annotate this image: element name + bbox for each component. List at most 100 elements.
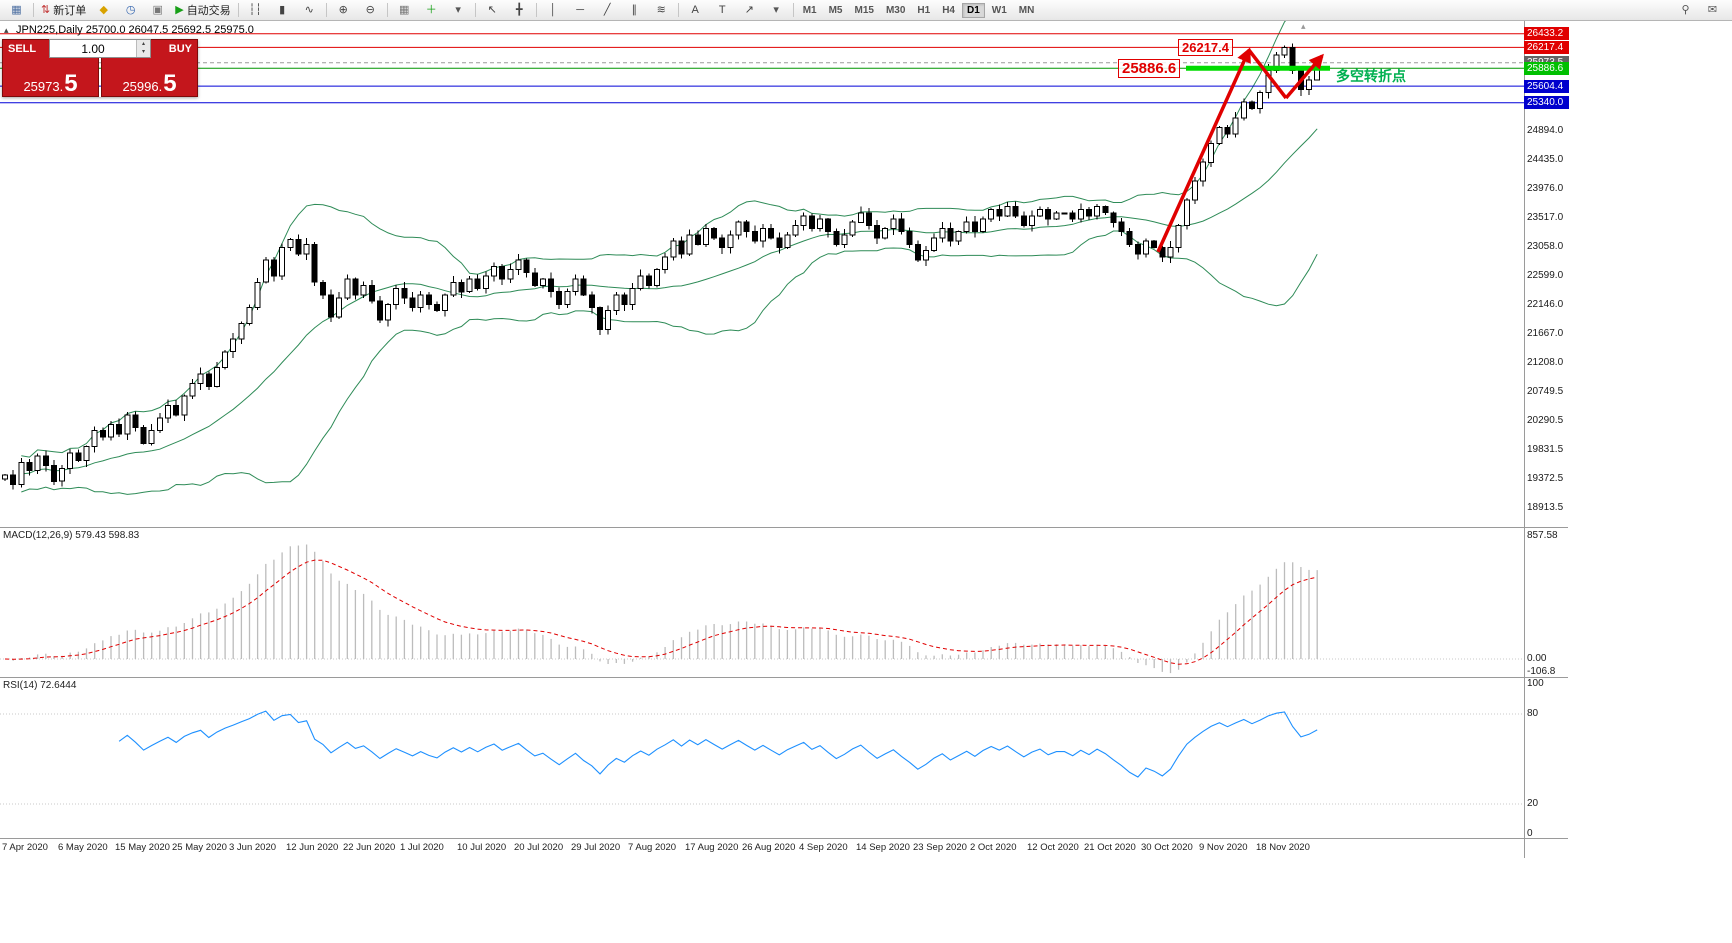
- date-label: 9 Nov 2020: [1199, 842, 1248, 853]
- volume-input[interactable]: [50, 40, 136, 57]
- community-button[interactable]: ✉: [1699, 1, 1726, 20]
- macd-panel-separator[interactable]: [0, 527, 1568, 528]
- history-center-button[interactable]: ◷: [117, 1, 144, 20]
- annotation-turning-point[interactable]: 多空转折点: [1336, 68, 1406, 84]
- macd-scale-label: 857.58: [1527, 530, 1558, 541]
- date-label: 4 Sep 2020: [799, 842, 848, 853]
- date-label: 26 Aug 2020: [742, 842, 796, 853]
- rsi-panel-canvas[interactable]: [0, 677, 1524, 838]
- candlestick-chart-icon: ▮: [279, 3, 286, 16]
- community-icon: ✉: [1707, 3, 1718, 16]
- autotrading-button-label: 自动交易: [186, 5, 231, 17]
- crosshair-button[interactable]: ╋: [506, 1, 533, 20]
- date-label: 25 May 2020: [172, 842, 227, 853]
- cursor-icon: ↖: [487, 3, 497, 16]
- buy-price-main: 25996.: [122, 79, 163, 94]
- price-axis-label: 21208.0: [1527, 357, 1564, 368]
- timeframe-h1-button[interactable]: H1: [917, 4, 931, 16]
- terminal-button[interactable]: ▣: [144, 1, 171, 20]
- symbol-marker-icon[interactable]: ▴: [4, 25, 9, 35]
- trendline-icon: ╱: [603, 3, 611, 16]
- fibonacci-button[interactable]: ≋: [648, 1, 675, 20]
- toolbar-separator: [325, 3, 327, 17]
- arrows-icon: ↗: [744, 3, 754, 16]
- zoom-in-button[interactable]: ⊕: [330, 1, 357, 20]
- toolbar-separator: [792, 3, 794, 17]
- rsi-panel-separator[interactable]: [0, 677, 1568, 678]
- history-center-icon: ◷: [125, 3, 136, 16]
- indicators-dropdown[interactable]: ▾: [445, 1, 472, 20]
- zoom-out-button[interactable]: ⊖: [357, 1, 384, 20]
- date-label: 1 Jul 2020: [400, 842, 444, 853]
- toolbar-separator: [535, 3, 537, 17]
- new-order-button[interactable]: ⇅ 新订单: [37, 1, 90, 20]
- metaeditor-icon: ◆: [99, 3, 108, 16]
- line-chart-button[interactable]: ∿: [296, 1, 323, 20]
- price-axis-label: 22599.0: [1527, 270, 1564, 281]
- date-label: 21 Oct 2020: [1084, 842, 1136, 853]
- rsi-indicator-label: RSI(14) 72.6444: [3, 680, 77, 691]
- date-label: 22 Jun 2020: [343, 842, 396, 853]
- price-marker-chip: 25340.0: [1524, 96, 1569, 110]
- date-label: 15 May 2020: [115, 842, 170, 853]
- buy-price: 25996. 5: [102, 70, 197, 97]
- date-label: 20 Jul 2020: [514, 842, 564, 853]
- channel-button[interactable]: ∥: [621, 1, 648, 20]
- fibonacci-icon: ≋: [656, 3, 666, 16]
- bar-chart-button[interactable]: ┆┆: [242, 1, 269, 20]
- price-axis-label: 18913.5: [1527, 502, 1564, 513]
- time-axis-separator: [0, 838, 1568, 839]
- text-label-button[interactable]: T: [709, 1, 736, 20]
- candlestick-chart-button[interactable]: ▮: [269, 1, 296, 20]
- macd-panel-canvas[interactable]: [0, 527, 1524, 677]
- timeframe-m15-button[interactable]: M15: [854, 4, 874, 16]
- one-click-trading-panel: SELL 25973. 5 BUY 25996. 5 ▴ ▾: [2, 39, 198, 97]
- autotrading-button[interactable]: ▶ 自动交易: [171, 1, 234, 20]
- toolbar-separator: [33, 3, 34, 17]
- time-axis[interactable]: 7 Apr 2020 6 May 2020 15 May 2020 25 May 20…: [0, 839, 1568, 857]
- cursor-button[interactable]: ↖: [479, 1, 506, 20]
- indicators-button[interactable]: ＋: [418, 1, 445, 20]
- text-label-icon: T: [718, 3, 726, 16]
- rsi-scale-label: 0: [1527, 828, 1533, 839]
- horizontal-line-button[interactable]: ─: [567, 1, 594, 20]
- main-chart-canvas[interactable]: [0, 20, 1524, 527]
- toolbar-separator: [474, 3, 476, 17]
- timeframe-h4-button[interactable]: H4: [942, 4, 955, 16]
- metaeditor-button[interactable]: ◆: [90, 1, 117, 20]
- macd-indicator-label: MACD(12,26,9) 579.43 598.83: [3, 530, 140, 541]
- price-axis-label: 24435.0: [1527, 154, 1564, 165]
- text-button[interactable]: A: [682, 1, 709, 20]
- annotation-support-price[interactable]: 25886.6: [1118, 59, 1181, 78]
- timeframe-d1-button[interactable]: D1: [962, 2, 985, 18]
- annotation-peak-price[interactable]: 26217.4: [1178, 39, 1233, 56]
- timeframe-mn-button[interactable]: MN: [1018, 4, 1035, 16]
- date-label: 14 Sep 2020: [856, 842, 910, 853]
- timeframe-m1-button[interactable]: M1: [802, 4, 817, 16]
- price-axis-label: 19831.5: [1527, 444, 1564, 455]
- chart-shift-marker-icon[interactable]: ▴: [1301, 21, 1306, 31]
- search-button[interactable]: ⚲: [1672, 1, 1699, 20]
- bar-chart-icon: ┆┆: [248, 3, 262, 16]
- new-chart-button[interactable]: ▦: [3, 1, 30, 20]
- volume-increase-button[interactable]: ▴: [137, 40, 150, 49]
- buy-price-big-digit: 5: [163, 70, 177, 97]
- date-label: 23 Sep 2020: [913, 842, 967, 853]
- tile-windows-button[interactable]: ▦: [391, 1, 418, 20]
- arrows-button[interactable]: ↗: [736, 1, 763, 20]
- timeframe-w1-button[interactable]: W1: [991, 4, 1007, 16]
- date-label: 7 Apr 2020: [2, 842, 48, 853]
- timeframe-m5-button[interactable]: M5: [828, 4, 843, 16]
- arrows-dropdown[interactable]: ▾: [763, 1, 790, 20]
- date-label: 6 May 2020: [58, 842, 108, 853]
- sell-price: 25973. 5: [3, 72, 98, 96]
- vertical-line-button[interactable]: │: [540, 1, 567, 20]
- volume-decrease-button[interactable]: ▾: [137, 48, 150, 57]
- trendline-button[interactable]: ╱: [594, 1, 621, 20]
- timeframe-m30-button[interactable]: M30: [885, 4, 906, 16]
- toolbar-right-group: ⚲ ✉: [1672, 1, 1732, 20]
- volume-spinner: ▴ ▾: [136, 40, 150, 57]
- zoom-in-icon: ⊕: [338, 3, 348, 16]
- volume-field: ▴ ▾: [49, 39, 151, 58]
